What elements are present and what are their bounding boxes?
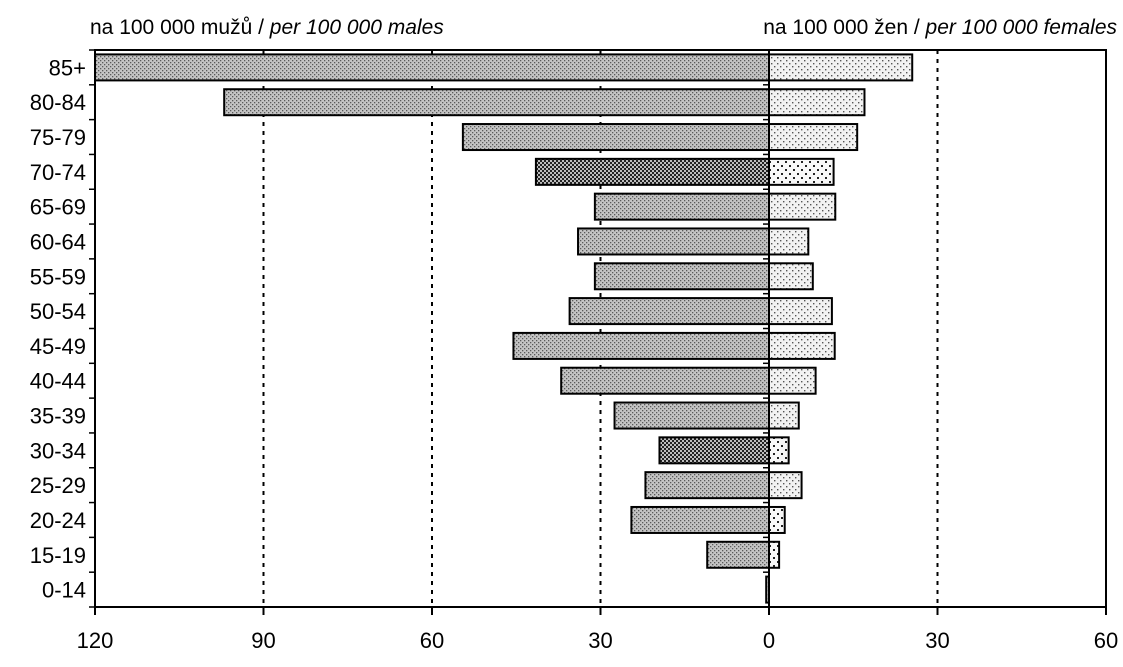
bar-males-60-64: [577, 227, 770, 256]
bar-males-85+: [94, 53, 770, 82]
bar-males-30-34: [658, 436, 770, 465]
bar-males-55-59: [593, 262, 771, 291]
bar-females-35-39: [768, 401, 800, 430]
bar-females-70-74: [768, 157, 835, 186]
bar-females-60-64: [768, 227, 810, 256]
bar-males-65-69: [593, 192, 771, 221]
right-axis-header: na 100 000 žen / per 100 000 females: [763, 16, 1117, 39]
x-tick-label-left-120: 120: [77, 628, 114, 653]
bar-males-50-54: [568, 297, 770, 326]
bar-males-45-49: [512, 331, 770, 360]
axes: [89, 49, 1107, 615]
category-label-15-19: 15-19: [30, 543, 86, 568]
bar-females-25-29: [768, 471, 803, 500]
category-label-20-24: 20-24: [30, 508, 86, 533]
bar-females-20-24: [768, 505, 786, 534]
bar-females-55-59: [768, 262, 814, 291]
bar-males-20-24: [630, 505, 770, 534]
labels: 85+ 80-84 75-79 70-74 65-69 60-64 55-59 50-54 45…: [30, 55, 1119, 653]
category-label-25-29: 25-29: [30, 473, 86, 498]
bars: [94, 53, 914, 604]
x-tick-label-left-30: 30: [588, 628, 612, 653]
category-label-65-69: 65-69: [30, 195, 86, 220]
right-header-text: na 100 000 žen /: [763, 16, 925, 39]
x-tick-label-right-30: 30: [925, 628, 949, 653]
category-label-50-54: 50-54: [30, 299, 86, 324]
bar-females-85+: [768, 53, 914, 82]
category-label-75-79: 75-79: [30, 125, 86, 150]
x-tick-label-left-90: 90: [251, 628, 275, 653]
bar-males-70-74: [534, 157, 770, 186]
right-header-italic: per 100 000 females: [925, 16, 1118, 39]
x-tick-label-right-60: 60: [1094, 628, 1118, 653]
bar-females-50-54: [768, 297, 833, 326]
left-header-italic: per 100 000 males: [269, 16, 444, 39]
category-label-0-14: 0-14: [42, 578, 86, 603]
bar-males-15-19: [706, 540, 771, 569]
category-label-85+: 85+: [49, 55, 86, 80]
bar-males-75-79: [461, 123, 770, 152]
x-tick-label-left-60: 60: [420, 628, 444, 653]
left-axis-header: na 100 000 mužů / per 100 000 males: [90, 16, 444, 39]
category-label-80-84: 80-84: [30, 90, 86, 115]
bar-females-45-49: [768, 331, 836, 360]
bar-females-30-34: [768, 436, 790, 465]
category-label-60-64: 60-64: [30, 229, 86, 254]
category-label-70-74: 70-74: [30, 160, 86, 185]
bar-females-65-69: [768, 192, 837, 221]
left-header-text: na 100 000 mužů /: [90, 16, 270, 39]
category-label-40-44: 40-44: [30, 369, 86, 394]
bar-males-25-29: [644, 471, 771, 500]
bar-females-40-44: [768, 366, 817, 395]
bar-males-80-84: [223, 88, 770, 117]
bar-females-80-84: [768, 88, 866, 117]
bar-females-75-79: [768, 123, 859, 152]
bar-males-35-39: [613, 401, 771, 430]
category-label-55-59: 55-59: [30, 264, 86, 289]
x-tick-label-left-0: 0: [763, 628, 775, 653]
bar-females-15-19: [768, 540, 781, 569]
category-label-30-34: 30-34: [30, 438, 86, 463]
bar-males-40-44: [560, 366, 771, 395]
category-label-45-49: 45-49: [30, 334, 86, 359]
category-label-35-39: 35-39: [30, 404, 86, 429]
